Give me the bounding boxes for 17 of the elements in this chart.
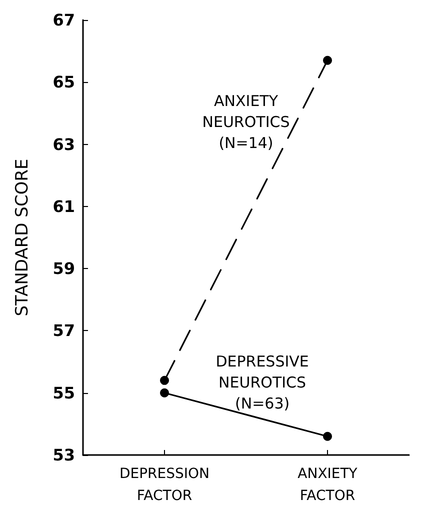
y-tick-label: 57 — [52, 321, 75, 340]
x-tick-label: ANXIETY FACTOR — [298, 466, 358, 504]
x-tick-label: DEPRESSION FACTOR — [119, 466, 210, 504]
point — [323, 56, 332, 65]
y-tick-label: 65 — [52, 72, 75, 92]
point — [160, 388, 169, 398]
y-tick-label: 53 — [52, 446, 75, 464]
y-tick-label: 55 — [52, 383, 75, 402]
y-tick-label: 59 — [52, 259, 75, 278]
point — [323, 432, 332, 441]
y-axis-title: STANDARD SCORE — [12, 158, 32, 316]
series-label: ANXIETY NEUROTICS (N=14) — [202, 92, 290, 152]
y-tick-label: 61 — [52, 196, 75, 216]
y-tick-label: 67 — [52, 10, 75, 30]
point — [160, 376, 169, 385]
y-tick-label: 63 — [52, 134, 75, 154]
series-label: DEPRESSIVE NEUROTICS (N=63) — [216, 352, 309, 412]
